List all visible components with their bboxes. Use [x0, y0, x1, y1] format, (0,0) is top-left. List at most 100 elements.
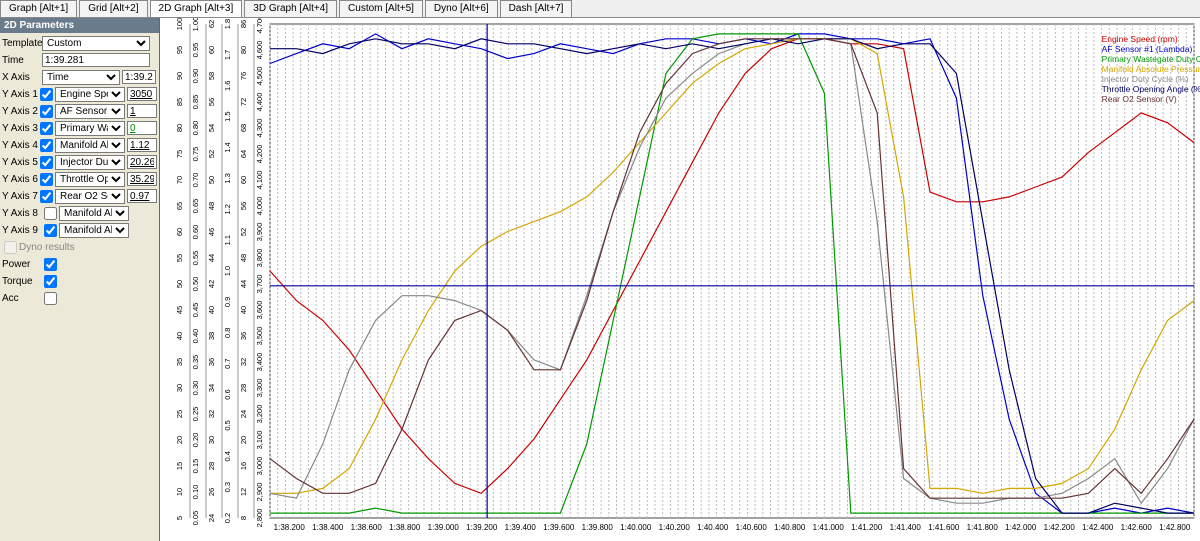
- svg-text:30: 30: [175, 384, 184, 392]
- svg-text:0.90: 0.90: [191, 69, 200, 84]
- legend-item-3: Manifold Absolute Pressure (bar): [1102, 64, 1200, 74]
- yaxis8-check[interactable]: [44, 207, 57, 220]
- svg-text:15: 15: [175, 462, 184, 470]
- svg-text:1.3: 1.3: [223, 173, 232, 183]
- power-check[interactable]: [44, 258, 57, 271]
- svg-text:20: 20: [175, 436, 184, 444]
- yaxis3-value[interactable]: [127, 121, 157, 135]
- svg-text:86: 86: [239, 20, 248, 28]
- svg-text:4,000: 4,000: [255, 197, 264, 216]
- yaxis7-value[interactable]: [127, 189, 157, 203]
- tab-5[interactable]: Dyno [Alt+6]: [425, 0, 498, 17]
- svg-text:1.1: 1.1: [223, 235, 232, 245]
- yaxis1-select[interactable]: Engine Speed (rpm): [55, 87, 125, 102]
- time-label: Time: [2, 55, 42, 66]
- svg-text:3,400: 3,400: [255, 353, 264, 372]
- template-label: Template: [2, 38, 42, 49]
- chart-area[interactable]: 1009590858075706560555045403530252015105…: [160, 18, 1200, 541]
- svg-text:52: 52: [239, 228, 248, 236]
- svg-text:1:42.800: 1:42.800: [1159, 523, 1191, 532]
- yaxis5-select[interactable]: Injector Duty Cycle (%): [55, 155, 125, 170]
- svg-text:56: 56: [239, 202, 248, 210]
- yaxis6-label: Y Axis 6: [2, 174, 38, 185]
- svg-text:42: 42: [207, 280, 216, 288]
- svg-text:1:38.800: 1:38.800: [389, 523, 421, 532]
- sidebar-title: 2D Parameters: [0, 18, 159, 33]
- tab-1[interactable]: Grid [Alt+2]: [79, 0, 147, 17]
- svg-text:1:39.400: 1:39.400: [505, 523, 537, 532]
- yaxis6-select[interactable]: Throttle Opening Angle: [55, 172, 125, 187]
- legend-item-0: Engine Speed (rpm): [1102, 34, 1178, 44]
- tab-6[interactable]: Dash [Alt+7]: [500, 0, 573, 17]
- yaxis2-check[interactable]: [40, 105, 53, 118]
- sidebar: 2D Parameters Template CustomTime X Axis…: [0, 18, 160, 541]
- svg-text:26: 26: [207, 488, 216, 496]
- svg-text:85: 85: [175, 98, 184, 106]
- yaxis7-check[interactable]: [40, 190, 53, 203]
- svg-text:1.7: 1.7: [223, 50, 232, 60]
- yaxis1-check[interactable]: [40, 88, 53, 101]
- svg-text:10: 10: [175, 488, 184, 496]
- svg-text:0.3: 0.3: [223, 482, 232, 492]
- svg-text:1:41.000: 1:41.000: [813, 523, 845, 532]
- svg-text:1:41.600: 1:41.600: [928, 523, 960, 532]
- yaxis6-check[interactable]: [40, 173, 53, 186]
- yaxis8-select[interactable]: Manifold Absolute Press: [59, 206, 129, 221]
- svg-text:4,100: 4,100: [255, 171, 264, 190]
- power-label: Power: [2, 259, 42, 270]
- yaxis9-select[interactable]: Manifold Absolute Press: [59, 223, 129, 238]
- yaxis7-select[interactable]: Rear O2 Sensor (V): [55, 189, 125, 204]
- svg-text:38: 38: [207, 332, 216, 340]
- svg-text:2,900: 2,900: [255, 483, 264, 502]
- svg-text:0.4: 0.4: [223, 451, 232, 461]
- legend-item-1: AF Sensor #1 (Lambda): [1102, 44, 1193, 54]
- acc-check[interactable]: [44, 292, 57, 305]
- tab-2[interactable]: 2D Graph [Alt+3]: [150, 0, 243, 17]
- yaxis2-value[interactable]: [127, 104, 157, 118]
- svg-text:0.45: 0.45: [191, 303, 200, 318]
- tab-0[interactable]: Graph [Alt+1]: [0, 0, 77, 17]
- svg-text:0.8: 0.8: [223, 328, 232, 338]
- yaxis1-value[interactable]: [127, 87, 157, 101]
- xaxis-select[interactable]: Time: [42, 70, 120, 85]
- svg-text:60: 60: [207, 46, 216, 54]
- svg-text:62: 62: [207, 20, 216, 28]
- svg-text:0.30: 0.30: [191, 381, 200, 396]
- svg-text:52: 52: [207, 150, 216, 158]
- svg-text:4,600: 4,600: [255, 41, 264, 60]
- yaxis5-check[interactable]: [40, 156, 53, 169]
- svg-text:0.55: 0.55: [191, 251, 200, 266]
- template-select[interactable]: Custom: [42, 36, 150, 51]
- tab-3[interactable]: 3D Graph [Alt+4]: [244, 0, 337, 17]
- svg-text:1:39.600: 1:39.600: [543, 523, 575, 532]
- svg-text:4,300: 4,300: [255, 119, 264, 138]
- yaxis3-select[interactable]: Primary Wastegate Duty: [55, 121, 125, 136]
- legend-item-5: Throttle Opening Angle (%): [1102, 84, 1200, 94]
- svg-text:0.10: 0.10: [191, 485, 200, 500]
- svg-text:25: 25: [175, 410, 184, 418]
- svg-text:0.40: 0.40: [191, 329, 200, 344]
- tab-4[interactable]: Custom [Alt+5]: [339, 0, 423, 17]
- svg-text:1:42.400: 1:42.400: [1082, 523, 1114, 532]
- svg-text:3,700: 3,700: [255, 275, 264, 294]
- svg-text:35: 35: [175, 358, 184, 366]
- svg-text:2,800: 2,800: [255, 509, 264, 528]
- yaxis5-label: Y Axis 5: [2, 157, 38, 168]
- yaxis6-value[interactable]: [127, 172, 157, 186]
- yaxis4-select[interactable]: Manifold Absolute Press: [55, 138, 125, 153]
- yaxis2-label: Y Axis 2: [2, 106, 38, 117]
- xaxis-range[interactable]: [122, 70, 156, 84]
- yaxis3-check[interactable]: [40, 122, 53, 135]
- yaxis4-check[interactable]: [40, 139, 53, 152]
- yaxis5-value[interactable]: [127, 155, 157, 169]
- yaxis4-value[interactable]: [127, 138, 157, 152]
- svg-text:60: 60: [239, 176, 248, 184]
- svg-text:75: 75: [175, 150, 184, 158]
- time-input[interactable]: [42, 53, 150, 67]
- yaxis2-select[interactable]: AF Sensor #1 (Lambda): [55, 104, 125, 119]
- torque-check[interactable]: [44, 275, 57, 288]
- svg-text:1.4: 1.4: [223, 142, 232, 152]
- svg-text:3,600: 3,600: [255, 301, 264, 320]
- svg-text:50: 50: [175, 280, 184, 288]
- yaxis9-check[interactable]: [44, 224, 57, 237]
